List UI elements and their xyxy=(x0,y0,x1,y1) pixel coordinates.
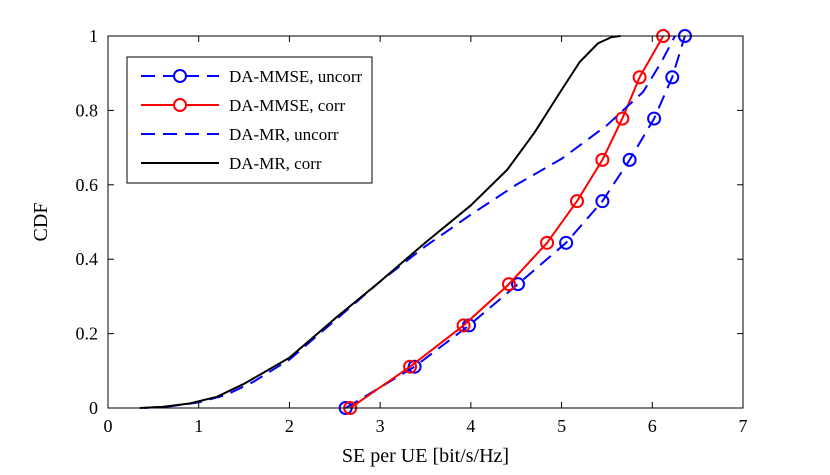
y-axis-label: CDF xyxy=(30,203,52,242)
x-tick-label: 3 xyxy=(376,416,385,436)
legend-marker-1 xyxy=(173,69,187,83)
axis-ticks: 0 1 2 3 4 5 6 7 0 0.2 0.4 0.6 0.8 1 xyxy=(76,26,748,436)
series-1-point xyxy=(647,111,662,126)
legend-label-4: DA-MR, corr xyxy=(229,154,322,173)
series-2-point xyxy=(540,235,555,250)
x-tick-label: 5 xyxy=(557,416,566,436)
x-tick-label: 0 xyxy=(104,416,113,436)
series-line-2 xyxy=(349,35,665,409)
y-tick-label: 1 xyxy=(89,26,98,46)
y-tick-label: 0.8 xyxy=(76,100,99,120)
series-1-point xyxy=(511,277,526,292)
y-tick-label: 0.6 xyxy=(76,175,99,195)
y-tick-label: 0.2 xyxy=(76,324,99,344)
series-1-point xyxy=(665,70,680,85)
x-axis-label: SE per UE [bit/s/Hz] xyxy=(342,445,509,467)
plot-frame xyxy=(107,35,744,409)
plot-marks xyxy=(139,29,692,415)
series-1-point xyxy=(622,152,637,167)
series-1-point xyxy=(595,194,610,209)
legend-label-2: DA-MMSE, corr xyxy=(229,96,345,115)
y-tick-label: 0.4 xyxy=(76,249,99,269)
series-2-point xyxy=(501,277,516,292)
x-tick-label: 6 xyxy=(648,416,657,436)
legend-marker-2 xyxy=(173,98,187,112)
series-2-point xyxy=(632,70,647,85)
series-2-point xyxy=(595,152,610,167)
legend: DA-MMSE, uncorr DA-MMSE, corr DA-MR, uncor… xyxy=(126,56,373,184)
series-line-1 xyxy=(345,35,686,409)
legend-label-1: DA-MMSE, uncorr xyxy=(229,67,362,86)
series-2-point xyxy=(615,111,630,126)
series-line-4 xyxy=(139,35,621,409)
series-2-point xyxy=(569,194,584,209)
x-tick-label: 4 xyxy=(466,416,475,436)
x-tick-label: 1 xyxy=(194,416,203,436)
series-2-point xyxy=(456,318,471,333)
series-1-point xyxy=(559,235,574,250)
x-tick-label: 2 xyxy=(285,416,294,436)
x-tick-label: 7 xyxy=(739,416,748,436)
y-tick-label: 0 xyxy=(89,398,98,418)
legend-label-3: DA-MR, uncorr xyxy=(229,125,339,144)
series-2-point xyxy=(403,359,418,374)
